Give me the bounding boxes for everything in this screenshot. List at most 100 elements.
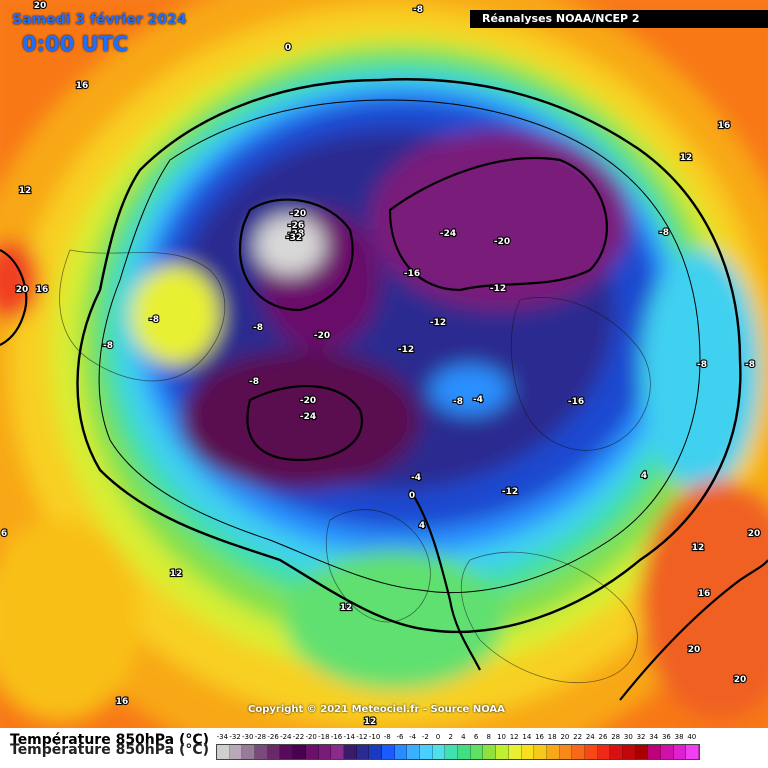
legend-tick: 20 bbox=[560, 733, 570, 741]
isotherm-label: 12 bbox=[364, 717, 377, 727]
legend-tick: 6 bbox=[473, 733, 479, 741]
isotherm-label: 20 bbox=[16, 285, 29, 295]
legend-tick: 14 bbox=[522, 733, 532, 741]
color-legend: Température 850hPa (°C) Température 850h… bbox=[0, 728, 768, 768]
legend-tick: 34 bbox=[649, 733, 659, 741]
isotherm-labels: 20 -8 0 16 16 12 12 -20 -26-28-32 -24 -20 -8 20 16 -16… bbox=[0, 0, 761, 728]
legend-swatch bbox=[420, 745, 433, 759]
isotherm-label: -12 bbox=[490, 284, 506, 294]
isotherm-label: 6 bbox=[1, 529, 7, 539]
legend-swatch bbox=[267, 745, 281, 759]
legend-swatch bbox=[318, 745, 332, 759]
legend-title: Température 850hPa (°C) bbox=[10, 732, 210, 748]
isotherm-label: -4 bbox=[473, 395, 483, 405]
legend-tick: 28 bbox=[611, 733, 621, 741]
legend-tick: 8 bbox=[486, 733, 492, 741]
legend-tick: -6 bbox=[396, 733, 404, 741]
legend-tick: 0 bbox=[435, 733, 441, 741]
legend-swatch bbox=[521, 745, 535, 759]
legend-tick: -26 bbox=[267, 733, 279, 741]
legend-tick: 18 bbox=[547, 733, 557, 741]
isotherm-label: -8 bbox=[249, 377, 259, 387]
isotherm-label: 20 bbox=[748, 529, 761, 539]
isotherm-label: 12 bbox=[340, 603, 353, 613]
legend-swatch bbox=[546, 745, 560, 759]
legend-swatch bbox=[445, 745, 459, 759]
isotherm-label: -20 bbox=[494, 237, 510, 247]
isotherm-label: -8 bbox=[659, 228, 669, 238]
legend-tick: -4 bbox=[409, 733, 417, 741]
legend-swatch bbox=[458, 745, 471, 759]
isotherm-label: -20 bbox=[314, 331, 330, 341]
legend-swatch bbox=[293, 745, 306, 759]
isotherm-label: -8 bbox=[413, 5, 423, 15]
legend-tick: -18 bbox=[318, 733, 330, 741]
legend-tick: 38 bbox=[674, 733, 684, 741]
legend-swatch bbox=[356, 745, 370, 759]
legend-swatch bbox=[496, 745, 509, 759]
legend-tick: 12 bbox=[509, 733, 519, 741]
isotherm-label: 0 bbox=[285, 43, 291, 53]
isotherm-label: -28 bbox=[288, 229, 304, 239]
legend-swatch bbox=[610, 745, 623, 759]
legend-tick: -30 bbox=[242, 733, 254, 741]
isotherm-label: 16 bbox=[116, 697, 129, 707]
legend-tick: -2 bbox=[421, 733, 429, 741]
isotherm-label: 0 bbox=[409, 491, 415, 501]
map-time: 0:00 UTC bbox=[22, 32, 129, 56]
map-canvas: 20 -8 0 16 16 12 12 -20 -26-28-32 -24 -20 -8 20 16 -16… bbox=[0, 0, 768, 728]
legend-swatch bbox=[559, 745, 573, 759]
isotherm-lines bbox=[0, 78, 768, 701]
isotherm-label: 12 bbox=[19, 186, 32, 196]
legend-swatch bbox=[280, 745, 294, 759]
legend-swatch bbox=[343, 745, 357, 759]
legend-swatch bbox=[483, 745, 497, 759]
legend-tick: 2 bbox=[448, 733, 453, 741]
legend-swatch bbox=[394, 745, 408, 759]
legend-swatch bbox=[470, 745, 484, 759]
isotherm-label: -16 bbox=[568, 397, 584, 407]
legend-swatch bbox=[661, 745, 674, 759]
data-source-banner: Réanalyses NOAA/NCEP 2 bbox=[470, 10, 768, 28]
isotherm-label: 12 bbox=[692, 543, 705, 553]
temperature-map: 20 -8 0 16 16 12 12 -20 -26 -28 -32 -24 -20 -8 20 16 -16… bbox=[0, 0, 768, 728]
isotherm-label: 12 bbox=[680, 153, 693, 163]
isotherm-label: 16 bbox=[718, 121, 731, 131]
legend-swatch bbox=[305, 745, 319, 759]
legend-swatch bbox=[242, 745, 256, 759]
legend-swatch bbox=[648, 745, 662, 759]
legend-swatch bbox=[369, 745, 382, 759]
legend-tick: 32 bbox=[636, 733, 646, 741]
legend-swatch bbox=[572, 745, 585, 759]
legend-swatch bbox=[534, 745, 547, 759]
legend-tick: 22 bbox=[573, 733, 583, 741]
isotherm-label: 4 bbox=[419, 521, 425, 531]
legend-tick: -10 bbox=[368, 733, 381, 741]
isotherm-label: -8 bbox=[149, 315, 159, 325]
isotherm-label: -8 bbox=[103, 341, 113, 351]
legend-tick: -24 bbox=[280, 733, 292, 741]
legend-tick: -22 bbox=[292, 733, 305, 741]
legend-swatch bbox=[508, 745, 522, 759]
legend-tick: 26 bbox=[598, 733, 608, 741]
isotherm-label: -8 bbox=[745, 360, 755, 370]
legend-tick: 10 bbox=[497, 733, 506, 741]
isotherm-label: 16 bbox=[36, 285, 49, 295]
isotherm-label: 20 bbox=[734, 675, 747, 685]
legend-swatch bbox=[673, 745, 687, 759]
legend-swatch bbox=[432, 745, 446, 759]
isotherm-label: 20 bbox=[34, 1, 47, 11]
legend-tick: -14 bbox=[343, 733, 355, 741]
legend-tick: -12 bbox=[356, 733, 368, 741]
isotherm-label: -26 bbox=[288, 221, 304, 231]
legend-tick: 36 bbox=[661, 733, 671, 741]
legend-swatches bbox=[216, 744, 701, 760]
isotherm-label: -8 bbox=[453, 397, 463, 407]
legend-swatch bbox=[255, 745, 268, 759]
legend-title-shadow: Température 850hPa (°C) bbox=[10, 742, 210, 758]
legend-tick: -32 bbox=[229, 733, 241, 741]
isotherm-label: -8 bbox=[697, 360, 707, 370]
isotherm-label: 4 bbox=[641, 471, 647, 481]
isotherm-label: -20 bbox=[290, 209, 306, 219]
legend-swatch bbox=[407, 745, 420, 759]
